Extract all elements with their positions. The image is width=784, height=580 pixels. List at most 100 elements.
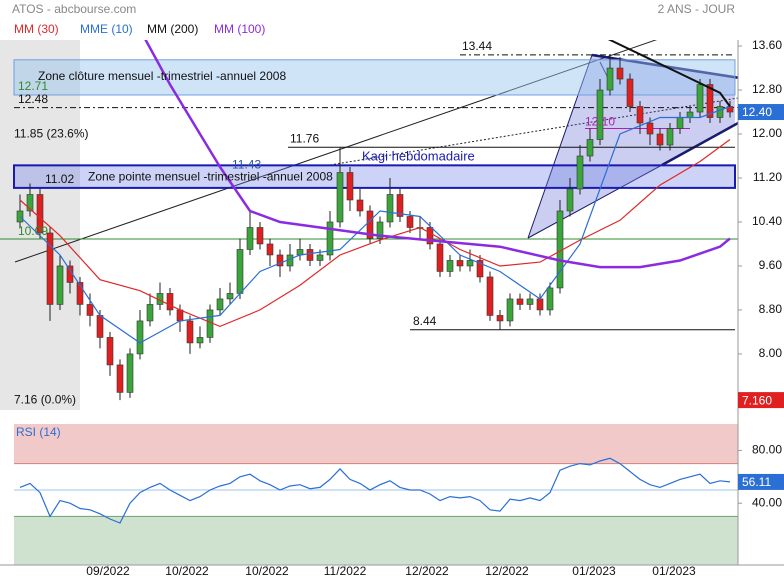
candle-body [246, 227, 254, 250]
level-label: 11.02 [45, 172, 74, 186]
candle-body [376, 221, 384, 239]
x-tick-label: 11/2022 [324, 564, 367, 578]
candle-body [576, 155, 584, 190]
moving-average [144, 40, 731, 269]
rsi-tag [738, 473, 784, 490]
candle-body [166, 293, 174, 311]
chart-subtitle: 2 ANS - JOUR [658, 2, 736, 16]
trend-line-dotted [329, 97, 738, 166]
x-tick-label: 12/2022 [405, 564, 449, 578]
candle-body [616, 67, 624, 80]
candle-body [126, 353, 134, 393]
candle-body [316, 254, 324, 261]
rsi-line [19, 457, 731, 524]
axes: Zone clôture mensuel -trimestriel -annue… [0, 38, 784, 578]
level-label: 11.85 (23.6%) [14, 126, 89, 140]
candle-body [146, 304, 154, 322]
chart-title: ATOS - abcbourse.com [12, 2, 136, 16]
candle-body [646, 122, 654, 135]
candle-body [676, 117, 684, 129]
candle-body [516, 298, 524, 305]
x-tick-label: 12/2022 [485, 564, 529, 578]
y-tick-label: 8.80 [759, 302, 783, 316]
price-tag [738, 392, 784, 409]
zone-label: Zone pointe mensuel -trimestriel -annuel… [88, 170, 333, 184]
candle-body [496, 315, 504, 322]
price-panel [16, 40, 734, 401]
y-tick-label: 11.20 [753, 170, 782, 184]
candle-body [256, 227, 264, 245]
level-label: 13.44 [462, 39, 492, 53]
candle-body [596, 89, 604, 140]
price-tag-label: 12.40 [742, 105, 772, 119]
price-tag [738, 104, 784, 121]
candle-body [106, 337, 114, 366]
candle-body [306, 249, 314, 261]
y-tick-label: 40.00 [752, 495, 782, 509]
candle-body [276, 254, 284, 267]
level-label: 12.48 [18, 92, 48, 106]
trend-line [14, 40, 658, 263]
y-tick-label: 13.60 [752, 38, 782, 52]
candle-body [96, 315, 104, 338]
rsi-band [14, 424, 738, 464]
x-tick-label: 10/2022 [165, 564, 209, 578]
candle-body [506, 298, 514, 322]
candle-body [456, 260, 464, 267]
annotation: Kagi hebdomadaire [362, 148, 475, 163]
rsi-band [14, 516, 738, 565]
level-label: 11.43 [232, 158, 261, 172]
level-label: 7.16 (0.0%) [14, 392, 76, 406]
legend-entry: MM (200) [147, 22, 198, 36]
candle-body [326, 221, 334, 256]
level-label: 11.76 [290, 131, 319, 145]
x-tick-label: 10/2022 [245, 564, 289, 578]
candle-body [666, 128, 674, 146]
candle-body [546, 287, 554, 311]
candle-body [406, 216, 414, 228]
candle-body [16, 210, 24, 223]
rsi-title: RSI (14) [16, 425, 61, 439]
y-tick-label: 12.80 [752, 82, 782, 96]
candle-body [626, 78, 634, 107]
candle-body [436, 243, 444, 272]
y-tick-label: 80.00 [752, 443, 782, 457]
candle-body [526, 298, 534, 305]
rsi-panel [14, 424, 738, 565]
legend-entry: MME (10) [80, 22, 133, 36]
candle-body [476, 260, 484, 278]
legend-entry: MM (30) [14, 22, 59, 36]
candle-body [226, 293, 234, 300]
candle-body [56, 265, 64, 305]
candle-body [386, 194, 394, 223]
candle-body [76, 282, 84, 305]
candle-body [686, 111, 694, 118]
candle-body [636, 106, 644, 124]
candle-body [196, 337, 204, 344]
legend: MM (30) MME (10) MM (200) MM (100) [14, 22, 265, 36]
moving-average [19, 105, 731, 344]
candle-body [426, 227, 434, 245]
candle-body [446, 260, 454, 272]
level-label: 12.10 [585, 115, 615, 129]
level-label: 12.71 [18, 79, 48, 93]
candle-body [26, 194, 34, 212]
candle-body [536, 298, 544, 311]
moving-average [19, 139, 731, 328]
y-tick-label: 8.00 [759, 346, 783, 360]
candle-body [36, 194, 44, 234]
candle-body [346, 172, 354, 201]
candle-body [176, 309, 184, 322]
y-tick-label: 12.00 [752, 126, 782, 140]
candle-body [356, 199, 364, 212]
zone [13, 59, 736, 96]
x-tick-label: 01/2023 [572, 564, 616, 578]
candle-body [396, 194, 404, 217]
zone-label: Zone clôture mensuel -trimestriel -annue… [38, 69, 286, 83]
panel-gap [0, 410, 784, 424]
candle-body [716, 106, 724, 118]
rsi-tag-label: 56.11 [742, 475, 771, 489]
wedge-edge [661, 121, 738, 167]
